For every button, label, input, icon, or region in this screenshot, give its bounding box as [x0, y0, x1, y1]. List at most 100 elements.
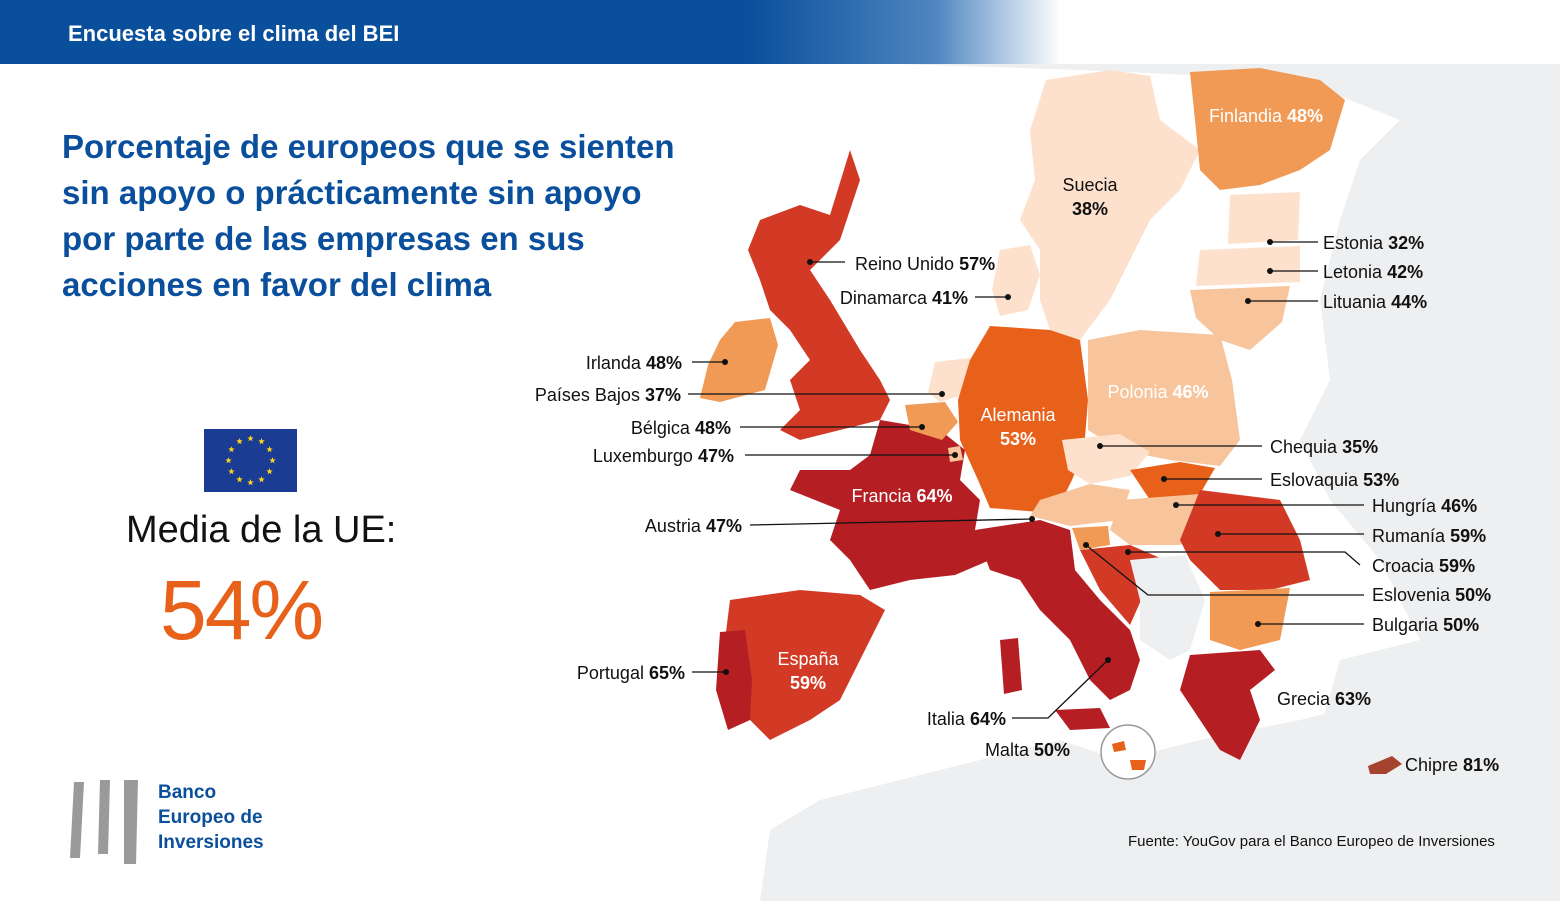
label-croacia: Croacia 59% — [1372, 556, 1475, 576]
label-suecia-value: 38% — [1072, 199, 1108, 219]
eib-logo-text: Banco Europeo de Inversiones — [158, 780, 264, 855]
leader-line — [1128, 551, 1361, 566]
eib-logo-icon — [68, 778, 148, 869]
malta-inset-circle — [1100, 724, 1156, 780]
leader-dot — [1005, 294, 1011, 300]
label-espana-value: 59% — [790, 673, 826, 693]
flag-star-icon — [266, 468, 273, 475]
label-hungria: Hungría 46% — [1372, 496, 1477, 516]
flag-star-icon — [258, 476, 265, 483]
leader-line — [749, 518, 1033, 526]
country-rumania — [1180, 490, 1310, 590]
label-austria: Austria 47% — [645, 516, 742, 536]
flag-star-icon — [266, 446, 273, 453]
label-irlanda: Irlanda 48% — [586, 353, 682, 373]
leader-dot — [939, 391, 945, 397]
label-paises-bajos: Países Bajos 37% — [535, 385, 681, 405]
label-francia: Francia 64% — [851, 486, 952, 506]
header-title: Encuesta sobre el clima del BEI — [68, 21, 400, 46]
label-lituania: Lituania 44% — [1323, 292, 1427, 312]
country-estonia — [1228, 192, 1300, 244]
header-bar: Encuesta sobre el clima del BEI — [0, 0, 1560, 64]
country-suecia — [1020, 70, 1200, 340]
background-land — [760, 64, 1560, 901]
leader-dot — [1245, 298, 1251, 304]
leader-dot — [1125, 549, 1131, 555]
leader-dot — [807, 259, 813, 265]
leader-dots — [722, 239, 1273, 675]
country-belgica — [905, 402, 958, 440]
label-finlandia: Finlandia 48% — [1209, 106, 1323, 126]
leader-dot — [1255, 621, 1261, 627]
flag-star-icon — [247, 435, 254, 442]
label-italia: Italia 64% — [927, 709, 1006, 729]
country-portugal — [716, 630, 752, 730]
country-polonia — [1088, 330, 1240, 466]
label-estonia: Estonia 32% — [1323, 233, 1424, 253]
flag-star-icon — [258, 438, 265, 445]
leader-line — [1085, 544, 1364, 596]
country-grecia — [1180, 650, 1275, 760]
label-letonia: Letonia 42% — [1323, 262, 1423, 282]
leader-dot — [1173, 502, 1179, 508]
country-italia-sicily — [1055, 708, 1110, 730]
label-dinamarca: Dinamarca 41% — [840, 288, 968, 308]
background-land — [1130, 555, 1205, 660]
label-portugal: Portugal 65% — [577, 663, 685, 683]
label-chequia: Chequia 35% — [1270, 437, 1378, 457]
country-letonia — [1196, 246, 1300, 286]
country-italia-sardinia — [1000, 638, 1022, 694]
leader-dot — [722, 359, 728, 365]
leader-line — [1012, 659, 1109, 719]
country-francia — [790, 420, 990, 590]
eu-average-value: 54% — [160, 563, 324, 657]
country-austria — [1030, 484, 1130, 526]
label-alemania-value: 53% — [1000, 429, 1036, 449]
europe-map: Reino Unido 57% Dinamarca 41% Irlanda 48… — [535, 64, 1560, 901]
label-chipre: Chipre 81% — [1405, 755, 1499, 775]
country-malta — [1112, 741, 1146, 770]
label-luxemburgo: Luxemburgo 47% — [593, 446, 734, 466]
label-eslovaquia: Eslovaquia 53% — [1270, 470, 1399, 490]
label-eslovenia: Eslovenia 50% — [1372, 585, 1491, 605]
flag-star-icon — [225, 457, 232, 464]
label-bulgaria: Bulgaria 50% — [1372, 615, 1479, 635]
flag-star-icon — [247, 479, 254, 486]
leader-dot — [1083, 542, 1089, 548]
background-land — [1300, 620, 1560, 901]
eu-flag-icon — [204, 429, 297, 492]
flag-star-icon — [236, 476, 243, 483]
leader-dot — [952, 452, 958, 458]
label-grecia: Grecia 63% — [1277, 689, 1371, 709]
label-espana-name: España — [777, 649, 839, 669]
leader-dot — [1215, 531, 1221, 537]
country-reino-unido — [748, 150, 890, 440]
leader-dot — [919, 424, 925, 430]
flag-star-icon — [269, 457, 276, 464]
leader-dot — [1105, 657, 1111, 663]
label-rumania: Rumanía 59% — [1372, 526, 1486, 546]
label-alemania-name: Alemania — [980, 405, 1056, 425]
eu-average-label: Media de la UE: — [126, 509, 397, 551]
country-bulgaria — [1210, 588, 1290, 650]
flag-star-icon — [236, 438, 243, 445]
logo-line: Inversiones — [158, 832, 264, 853]
label-malta: Malta 50% — [985, 740, 1070, 760]
leader-dot — [723, 669, 729, 675]
leader-dot — [1267, 268, 1273, 274]
country-irlanda — [700, 318, 778, 402]
leader-dot — [1267, 239, 1273, 245]
label-reino-unido: Reino Unido 57% — [855, 254, 995, 274]
country-chipre — [1368, 756, 1402, 774]
page-title: Porcentaje de europeos que se sienten si… — [62, 128, 675, 303]
label-polonia: Polonia 46% — [1107, 382, 1208, 402]
country-italia — [975, 520, 1140, 700]
label-belgica: Bélgica 48% — [631, 418, 731, 438]
country-lituania — [1190, 286, 1290, 350]
leader-lines — [688, 241, 1364, 719]
country-espana — [725, 590, 885, 740]
country-eslovaquia — [1130, 462, 1215, 500]
country-alemania — [958, 326, 1088, 512]
flag-star-icon — [228, 468, 235, 475]
country-eslovenia — [1072, 526, 1110, 550]
